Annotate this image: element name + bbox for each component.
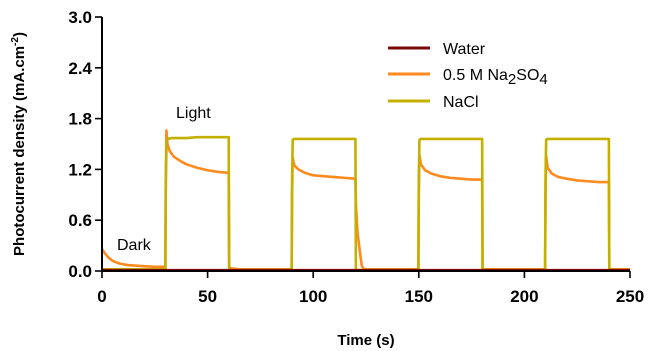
legend-label-na2so4-sub2: 4	[539, 71, 547, 88]
legend-label-na2so4-part1: 0.5 M Na	[443, 67, 508, 84]
y-tick-label: 0.0	[68, 262, 92, 281]
x-tick-label: 0	[97, 287, 106, 306]
y-tick-label: 0.6	[68, 211, 92, 230]
legend-label-na2so4-sub1: 2	[508, 71, 516, 88]
y-tick-label: 1.8	[68, 110, 92, 129]
series-line-0-5-m-na2so4	[100, 129, 630, 271]
y-axis-title-suffix: )	[11, 32, 28, 37]
x-tick-label: 150	[405, 287, 433, 306]
y-tick-label: 3.0	[68, 8, 92, 27]
y-axis-title-sup: -2	[10, 37, 21, 46]
y-axis-title-main: Photocurrent density (mA.cm	[11, 46, 28, 256]
x-tick-label: 200	[510, 287, 538, 306]
legend-label-water: Water	[443, 41, 486, 58]
annotation-light: Light	[176, 105, 211, 122]
axes-layer	[101, 17, 630, 272]
annotation-dark: Dark	[117, 237, 152, 254]
legend-label-nacl: NaCl	[443, 94, 479, 111]
x-ticks: 0 50 100 150 200 250	[97, 271, 644, 306]
y-tick-label: 2.4	[68, 59, 92, 78]
y-axis-title: Photocurrent density (mA.cm-2)	[10, 32, 28, 256]
x-axis-title: Time (s)	[337, 332, 394, 349]
x-tick-label: 100	[299, 287, 327, 306]
legend-label-na2so4-part2: SO	[516, 67, 539, 84]
series-layer	[100, 129, 630, 272]
x-tick-label: 250	[616, 287, 644, 306]
y-ticks: 0.0 0.6 1.2 1.8 2.4 3.0	[68, 8, 102, 281]
legend: Water 0.5 M Na2SO4 NaCl	[388, 41, 548, 111]
series-line-nacl	[102, 135, 630, 272]
y-tick-label: 1.2	[68, 160, 92, 179]
x-tick-label: 50	[198, 287, 217, 306]
legend-label-na2so4: 0.5 M Na2SO4	[443, 67, 548, 88]
